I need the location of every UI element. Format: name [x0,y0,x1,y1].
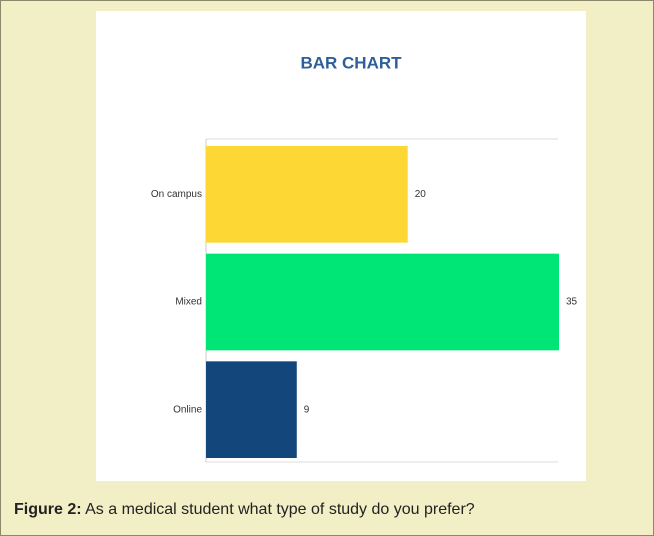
bar [206,253,559,351]
value-label: 20 [415,189,427,200]
y-tick-label: On campus [151,189,202,200]
value-label: 35 [566,297,578,308]
plot: 20 On campus 35 Mixed 9 Online [151,138,578,463]
y-tick-label: Mixed [175,297,202,308]
value-label: 9 [304,404,310,415]
y-tick-label: Online [173,404,202,415]
caption-text: As a medical student what type of study … [85,501,475,518]
chart-title: BAR CHART [300,53,402,72]
bar [206,361,297,458]
caption: Figure 2: As a medical student what type… [14,501,475,519]
bar [206,146,408,243]
caption-label: Figure 2: [14,501,82,518]
chart-panel [96,11,586,481]
